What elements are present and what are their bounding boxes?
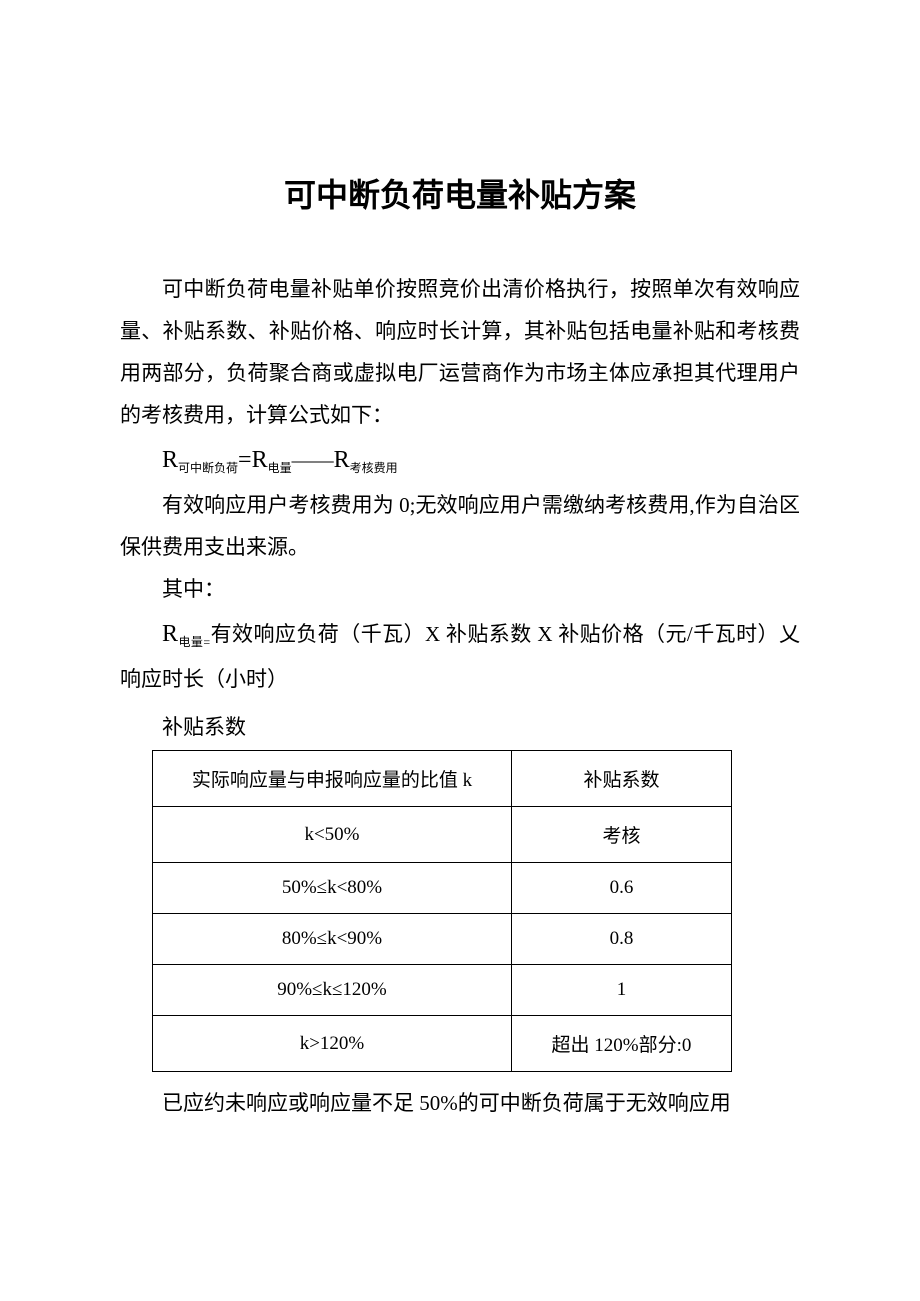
table-cell-k: k<50%: [153, 807, 512, 863]
table-header-coef: 补贴系数: [511, 751, 731, 807]
table-row: k>120% 超出 120%部分:0: [153, 1016, 732, 1072]
table-cell-c: 超出 120%部分:0: [511, 1016, 731, 1072]
formula-r1: R: [162, 447, 178, 473]
table-row: 90%≤k≤120% 1: [153, 965, 732, 1016]
table-cell-c: 1: [511, 965, 731, 1016]
table-cell-k: 80%≤k<90%: [153, 914, 512, 965]
table-row: 80%≤k<90% 0.8: [153, 914, 732, 965]
formula-r3: R: [334, 447, 350, 473]
table-cell-c: 考核: [511, 807, 731, 863]
table-cell-k: k>120%: [153, 1016, 512, 1072]
document-title: 可中断负荷电量补贴方案: [120, 170, 800, 216]
formula-sub1: 可中断负荷: [178, 461, 238, 475]
paragraph-5: 已应约未响应或响应量不足 50%的可中断负荷属于无效响应用: [120, 1082, 800, 1124]
paragraph-4: R电量=有效响应负荷（千瓦）X 补贴系数 X 补贴价格（元/千瓦时）乂响应时长（…: [120, 610, 800, 700]
paragraph-intro: 可中断负荷电量补贴单价按照竞价出清价格执行，按照单次有效响应量、补贴系数、补贴价…: [120, 268, 800, 436]
table-row: 50%≤k<80% 0.6: [153, 863, 732, 914]
table-cell-c: 0.6: [511, 863, 731, 914]
formula-r2: R: [252, 447, 268, 473]
table-header-row: 实际响应量与申报响应量的比值 k 补贴系数: [153, 751, 732, 807]
subsidy-coefficient-table: 实际响应量与申报响应量的比值 k 补贴系数 k<50% 考核 50%≤k<80%…: [152, 750, 732, 1072]
table-caption: 补贴系数: [120, 706, 800, 748]
formula-minus: ——: [292, 448, 334, 472]
p4-R: R: [162, 621, 178, 647]
paragraph-3: 其中：: [120, 568, 800, 610]
table-cell-k: 50%≤k<80%: [153, 863, 512, 914]
p4-sub: 电量=: [178, 635, 210, 649]
table-cell-c: 0.8: [511, 914, 731, 965]
formula-sub2: 电量: [268, 461, 292, 475]
formula-main: R可中断负荷=R电量——R考核费用: [120, 436, 800, 484]
table-row: k<50% 考核: [153, 807, 732, 863]
table-header-k: 实际响应量与申报响应量的比值 k: [153, 751, 512, 807]
p4-rest: 有效响应负荷（千瓦）X 补贴系数 X 补贴价格（元/千瓦时）乂响应时长（小时）: [120, 622, 800, 691]
formula-sub3: 考核费用: [350, 461, 398, 475]
table-cell-k: 90%≤k≤120%: [153, 965, 512, 1016]
formula-eq: =: [238, 447, 252, 473]
paragraph-2: 有效响应用户考核费用为 0;无效响应用户需缴纳考核费用,作为自治区保供费用支出来…: [120, 484, 800, 568]
